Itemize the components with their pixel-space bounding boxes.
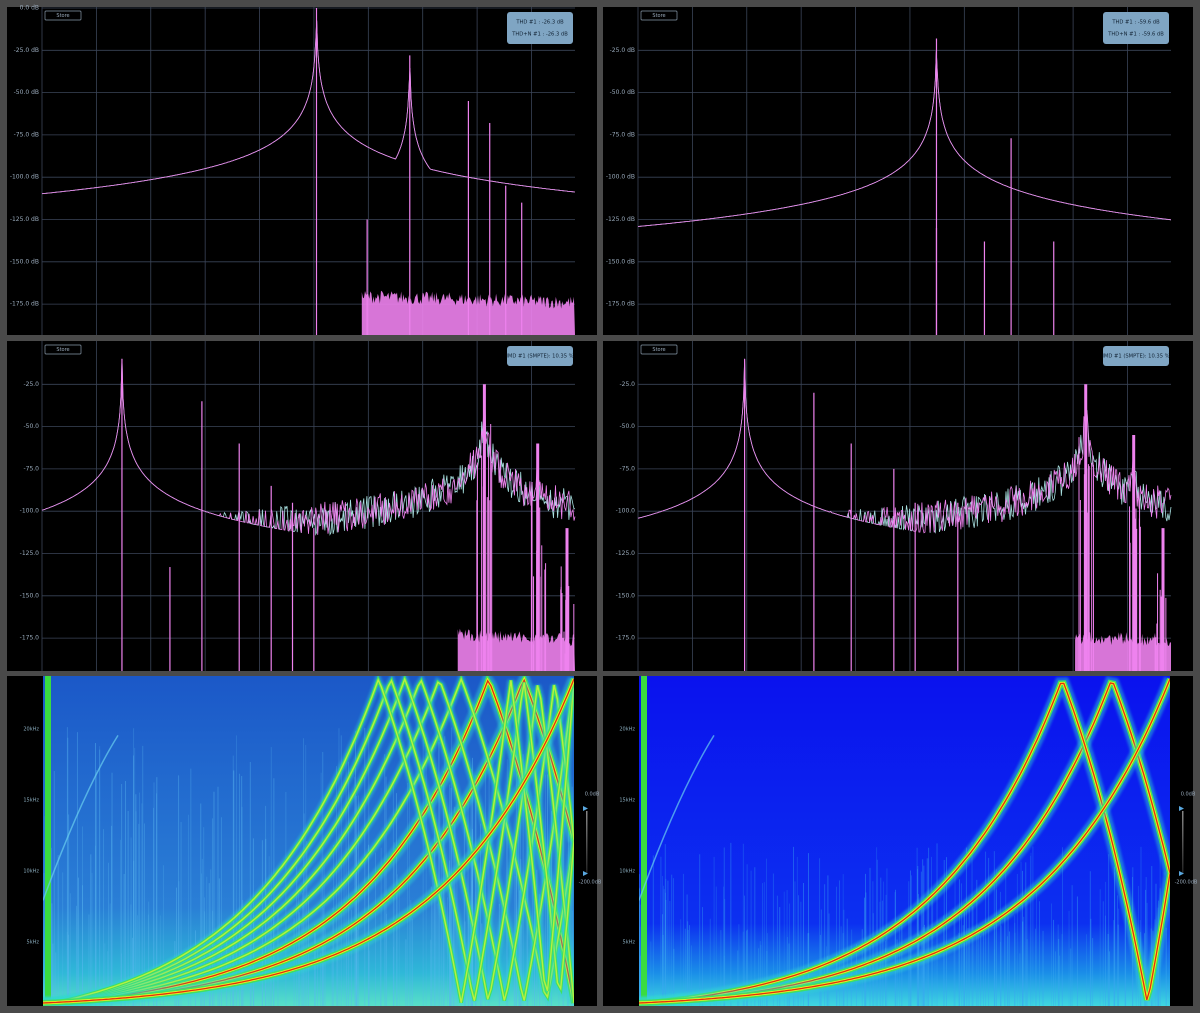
spectrum-panel: -25.0 -50.0 -75.0 -100.0 -125.0 -150.0 -175.0 S… [603, 341, 1193, 671]
y-tick-label: 0.0 dB [20, 5, 39, 12]
spectrogram-panel: 20kHz 15kHz 10kHz 5kHz 0.0dB -200.0dB [7, 676, 602, 1006]
readout-box [507, 12, 573, 44]
dc-band [45, 676, 51, 1006]
readout-box [1103, 346, 1169, 366]
store-button[interactable] [640, 10, 678, 21]
y-tick-label: -150.0 dB [606, 258, 635, 265]
noise-floor [1075, 631, 1171, 671]
spectrum-trace [41, 358, 576, 535]
freq-label: 15kHz [619, 798, 635, 804]
freq-label: 20kHz [619, 727, 635, 733]
sweep-core [43, 678, 574, 1004]
scale-max: 0.0dB [585, 792, 600, 798]
readout-text: IMD #1 (SMPTE): 10.35 % [506, 354, 573, 360]
freq-label: 15kHz [23, 798, 39, 804]
y-tick-label: -25.0 [23, 381, 39, 388]
y-tick-label: -75.0 [23, 465, 39, 472]
faint-trace [43, 735, 119, 901]
spectrum-panel: -25.0 -50.0 -75.0 -100.0 -125.0 -150.0 -175.0 S… [7, 341, 597, 671]
spectrum-trace [637, 358, 1172, 534]
sweep-peak [43, 678, 574, 1004]
y-tick-label: -100.0 [20, 508, 40, 515]
y-tick-label: -100.0 dB [10, 174, 39, 181]
y-tick-label: -175.0 [616, 635, 636, 642]
scale-min: -200.0dB [1175, 880, 1198, 886]
freq-label: 5kHz [27, 940, 40, 946]
store-button-label[interactable]: Store [56, 13, 69, 19]
y-tick-label: -175.0 dB [606, 301, 635, 308]
scale-min: -200.0dB [579, 880, 602, 886]
store-button-label[interactable]: Store [56, 347, 69, 353]
y-tick-label: -150.0 dB [10, 258, 39, 265]
y-tick-label: -50.0 [23, 423, 39, 430]
y-tick-label: -25.0 dB [610, 47, 635, 54]
level-handle[interactable] [1179, 806, 1184, 811]
panel-background [603, 341, 1193, 671]
y-tick-label: -125.0 [20, 550, 40, 557]
y-tick-label: -150.0 [20, 592, 40, 599]
readout-text: THD+N #1 : -26.3 dB [511, 32, 568, 38]
spectrum-panel: 0.0 dB -25.0 dB -50.0 dB -75.0 dB -100.0 dB -… [7, 5, 597, 335]
freq-label: 10kHz [23, 869, 39, 875]
level-handle[interactable] [1179, 871, 1184, 876]
y-tick-label: -150.0 [616, 592, 636, 599]
level-scale [586, 811, 588, 873]
y-tick-label: -75.0 dB [14, 131, 39, 138]
dc-band [641, 676, 647, 1006]
scale-max: 0.0dB [1181, 792, 1196, 798]
spectrum-trace [637, 51, 1172, 227]
y-tick-label: -25.0 [619, 381, 635, 388]
spectrum-trace [41, 20, 576, 195]
store-button-label[interactable]: Store [652, 347, 665, 353]
readout-text: IMD #1 (SMPTE): 10.35 % [1102, 354, 1169, 360]
sweep-peak [639, 678, 1170, 1004]
y-tick-label: -75.0 dB [610, 131, 635, 138]
y-tick-label: -25.0 dB [14, 47, 39, 54]
level-handle[interactable] [583, 806, 588, 811]
y-tick-label: -175.0 [20, 635, 40, 642]
level-handle[interactable] [583, 871, 588, 876]
readout-text: THD+N #1 : -59.6 dB [1107, 32, 1164, 38]
readout-text: THD #1 : -59.6 dB [1111, 20, 1160, 26]
y-tick-label: -100.0 dB [606, 174, 635, 181]
spectrogram-image [43, 676, 574, 1006]
y-tick-label: -50.0 dB [610, 89, 635, 96]
freq-label: 20kHz [23, 727, 39, 733]
level-scale [1182, 811, 1184, 873]
panel-background [7, 341, 597, 671]
y-tick-label: -75.0 [619, 465, 635, 472]
y-tick-label: -50.0 dB [14, 89, 39, 96]
readout-box [1103, 12, 1169, 44]
store-button[interactable] [44, 344, 82, 355]
y-tick-label: -125.0 dB [10, 216, 39, 223]
freq-label: 10kHz [619, 869, 635, 875]
y-tick-label: -125.0 dB [606, 216, 635, 223]
y-tick-label: -125.0 [616, 550, 636, 557]
readout-text: THD #1 : -26.3 dB [515, 20, 564, 26]
readout-box [507, 346, 573, 366]
store-button[interactable] [44, 10, 82, 21]
y-tick-label: -100.0 [616, 508, 636, 515]
y-tick-label: -50.0 [619, 423, 635, 430]
spectrum-panel: -25.0 dB -50.0 dB -75.0 dB -100.0 dB -125.0 … [603, 7, 1193, 335]
spectrogram-image [639, 676, 1170, 1006]
freq-label: 5kHz [623, 940, 636, 946]
panel-background [7, 7, 597, 335]
faint-trace [639, 735, 715, 901]
panel-background [603, 7, 1193, 335]
store-button[interactable] [640, 344, 678, 355]
store-button-label[interactable]: Store [652, 13, 665, 19]
y-tick-label: -175.0 dB [10, 301, 39, 308]
spectrogram-panel: 20kHz 15kHz 10kHz 5kHz 0.0dB -200.0dB [603, 676, 1198, 1006]
